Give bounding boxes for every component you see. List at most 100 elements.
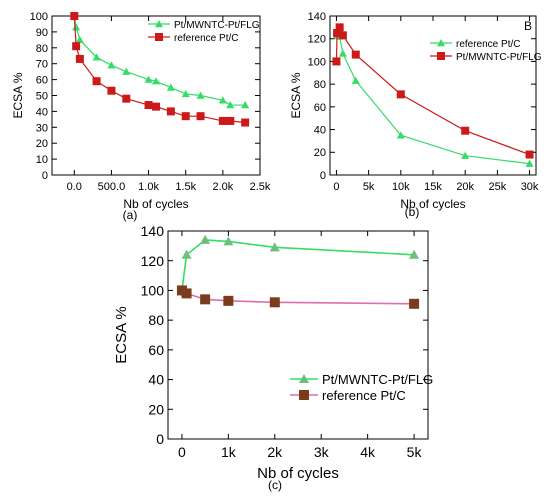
data-point <box>269 242 280 252</box>
data-point <box>181 89 190 98</box>
x-tick-label: 30k <box>521 181 539 193</box>
data-point <box>226 101 235 109</box>
data-point <box>351 76 360 84</box>
data-point <box>72 23 81 31</box>
data-point <box>409 249 420 259</box>
y-tick-label: 60 <box>148 342 164 358</box>
x-tick-label: 2k <box>267 444 283 460</box>
y-tick-label: 80 <box>36 43 48 55</box>
data-point <box>200 294 211 305</box>
data-point <box>351 50 360 59</box>
y-tick-label: 40 <box>314 125 326 137</box>
y-tick-label: 80 <box>148 312 164 328</box>
data-point <box>122 94 131 103</box>
data-point <box>181 288 192 299</box>
data-point <box>196 112 205 121</box>
data-point <box>92 53 101 61</box>
x-tick-label: 2.5k <box>250 181 271 193</box>
data-point <box>241 101 250 109</box>
data-point <box>166 83 175 91</box>
x-axis-label: Nb of cycles <box>123 197 188 211</box>
x-tick-label: 15k <box>424 181 442 193</box>
y-tick-label: 120 <box>141 253 165 269</box>
x-tick-label: 10k <box>392 181 410 193</box>
x-tick-label: 4k <box>360 444 376 460</box>
y-tick-label: 100 <box>30 11 48 23</box>
x-tick-label: 1.5k <box>175 181 196 193</box>
legend-marker <box>155 20 163 28</box>
legend-marker <box>437 39 445 47</box>
legend-label: reference Pt/C <box>174 33 238 44</box>
data-point <box>152 77 160 85</box>
x-tick-label: 0 <box>178 444 186 460</box>
data-point <box>218 116 227 125</box>
data-point <box>461 126 470 135</box>
data-point <box>181 249 192 259</box>
legend-marker <box>299 390 309 400</box>
data-point <box>144 101 153 110</box>
data-point <box>72 42 81 51</box>
chart-panel-a: 0.0 500.0 1.0k 1.5k 2.0k 2.5k 0 10 20 30 40 50 60 70 8… <box>11 11 271 222</box>
y-tick-label: 40 <box>36 106 48 118</box>
x-tick-label: 0 <box>333 181 339 193</box>
legend-label: reference Pt/C <box>456 39 520 50</box>
legend-label: Pt/MWNTC-Pt/FLG <box>322 372 433 387</box>
legend-label: Pt/MWNTC-Pt/FLG <box>456 52 542 63</box>
y-tick-label: 140 <box>141 223 165 239</box>
y-tick-label: 140 <box>308 11 326 23</box>
y-tick-label: 10 <box>36 154 48 166</box>
y-tick-label: 90 <box>36 27 48 39</box>
chart-panel-b: 0 5k 10k 15k 20k 25k 30k 0 20 40 60 80 100 120 140 Nb o… <box>289 11 542 219</box>
data-point <box>75 35 84 44</box>
series-line-0 <box>181 239 415 291</box>
y-tick-label: 0 <box>156 431 164 447</box>
data-point <box>396 90 405 99</box>
legend-marker <box>437 52 445 60</box>
x-tick-label: 20k <box>456 181 474 193</box>
y-tick-label: 70 <box>36 59 48 71</box>
panel-caption: (b) <box>405 205 420 219</box>
data-point <box>144 75 153 83</box>
y-tick-label: 100 <box>308 56 326 68</box>
legend-marker <box>299 374 309 383</box>
legend-label: reference Pt/C <box>322 388 406 403</box>
data-point <box>107 61 116 69</box>
data-point <box>525 150 534 159</box>
data-point <box>226 116 235 125</box>
data-point <box>218 96 227 104</box>
data-point <box>338 31 347 40</box>
data-point <box>92 77 101 86</box>
data-point <box>461 151 470 159</box>
data-point <box>333 29 342 38</box>
y-tick-label: 0 <box>42 170 48 182</box>
data-point <box>107 86 116 95</box>
panel-caption: (a) <box>123 208 138 222</box>
chart-panel-c: 0 1k 2k 3k 4k 5k 0 20 40 60 80 100 120 140 Nb of cycle… <box>113 223 433 492</box>
panel-caption: (c) <box>268 478 282 492</box>
y-axis-label: ECSA % <box>113 306 130 364</box>
data-point <box>181 112 190 121</box>
y-tick-label: 60 <box>314 102 326 114</box>
series-line-1 <box>181 289 415 305</box>
data-point <box>70 12 79 20</box>
y-tick-label: 100 <box>141 282 165 298</box>
data-point <box>409 298 420 309</box>
data-point <box>223 236 234 246</box>
y-tick-label: 20 <box>148 401 164 417</box>
x-tick-label: 0.0 <box>67 181 82 193</box>
x-tick-label: 25k <box>489 181 507 193</box>
panel-corner-label: B <box>524 19 532 33</box>
data-point <box>332 57 341 66</box>
data-point <box>241 118 250 127</box>
data-point <box>166 107 175 116</box>
y-tick-label: 80 <box>314 79 326 91</box>
data-point <box>338 49 347 57</box>
x-axis-label: Nb of cycles <box>400 197 465 211</box>
x-tick-label: 1.0k <box>138 181 159 193</box>
data-point <box>122 67 131 75</box>
y-tick-label: 30 <box>36 122 48 134</box>
x-tick-label: 5k <box>363 181 375 193</box>
data-point <box>223 295 234 306</box>
x-tick-label: 3k <box>314 444 330 460</box>
